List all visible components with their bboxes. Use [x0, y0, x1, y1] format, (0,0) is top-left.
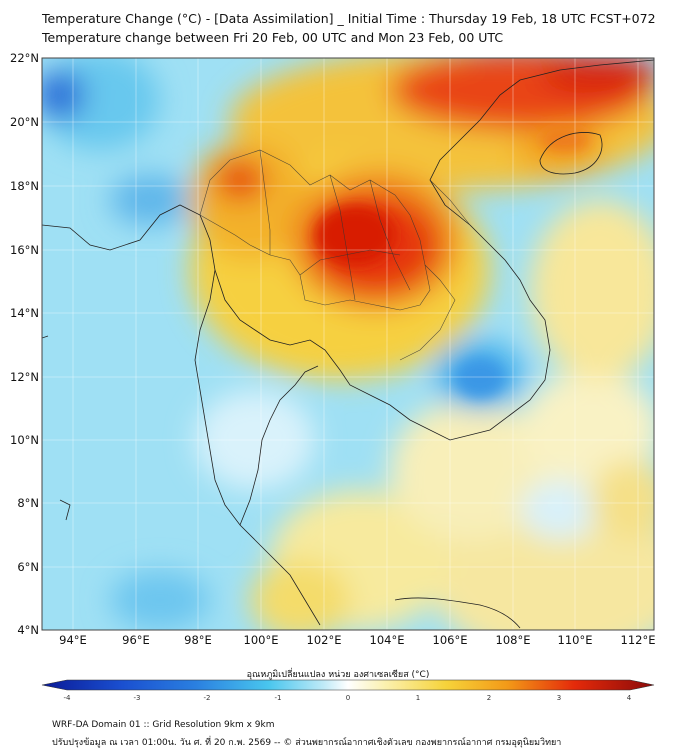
lon-tick: 102°E	[307, 633, 342, 647]
colorbar-bar	[41, 679, 655, 691]
lat-tick: 22°N	[10, 51, 39, 65]
graticule	[42, 58, 654, 630]
lon-tick: 96°E	[122, 633, 150, 647]
admin-borders	[199, 149, 471, 361]
lon-tick: 104°E	[370, 633, 405, 647]
lat-tick: 4°N	[17, 623, 39, 637]
colorbar-tick: -1	[275, 694, 282, 702]
lon-tick: 98°E	[184, 633, 212, 647]
colorbar-tick: 2	[487, 694, 491, 702]
lon-tick: 108°E	[496, 633, 531, 647]
colorbar-tick: 3	[557, 694, 561, 702]
colorbar-tick: 4	[627, 694, 632, 702]
lat-tick: 16°N	[10, 243, 39, 257]
lon-tick: 112°E	[621, 633, 656, 647]
colorbar-tick: 1	[416, 694, 420, 702]
lat-tick: 18°N	[10, 179, 39, 193]
lat-tick: 20°N	[10, 115, 39, 129]
colorbar-tick: -4	[64, 694, 72, 702]
lat-tick: 10°N	[10, 433, 39, 447]
colorbar-tick: -2	[204, 694, 211, 702]
colorbar: -4 -3 -2 -1 0 1 2 3 4	[41, 679, 655, 702]
lon-tick: 100°E	[244, 633, 279, 647]
colorbar-tick: -3	[134, 694, 141, 702]
temperature-field	[42, 58, 654, 630]
map-frame	[41, 57, 655, 631]
lon-tick: 110°E	[558, 633, 593, 647]
lat-tick: 12°N	[10, 370, 39, 384]
map-subtitle: Temperature change between Fri 20 Feb, 0…	[42, 30, 504, 45]
map-title: Temperature Change (°C) - [Data Assimila…	[42, 11, 656, 26]
footer-model-info: WRF-DA Domain 01 :: Grid Resolution 9km …	[52, 720, 275, 730]
lat-tick: 6°N	[17, 560, 39, 574]
footer-update-info: ปรับปรุงข้อมูล ณ เวลา 01:00น. วัน ศ. ที่…	[52, 738, 562, 748]
colorbar-label: อุณหภูมิเปลี่ยนแปลง หน่วย องศาเซลเซียส (…	[246, 670, 430, 680]
lat-tick: 8°N	[17, 496, 39, 510]
lat-tick: 14°N	[10, 306, 39, 320]
coastlines	[42, 59, 654, 629]
colorbar-tick: 0	[346, 694, 350, 702]
lon-tick: 94°E	[59, 633, 87, 647]
lon-tick: 106°E	[433, 633, 468, 647]
